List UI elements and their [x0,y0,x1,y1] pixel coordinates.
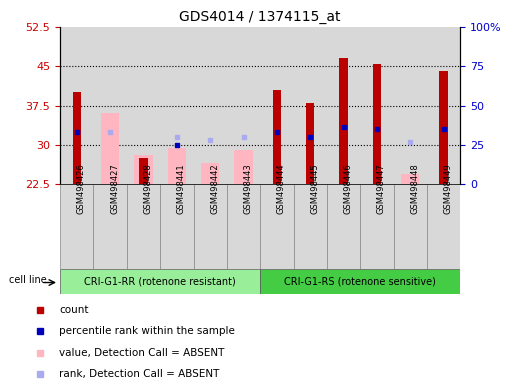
Text: GSM498447: GSM498447 [377,163,386,214]
Bar [227,184,260,269]
Bar [201,163,219,184]
Text: percentile rank within the sample: percentile rank within the sample [59,326,235,336]
Bar [394,27,427,184]
Bar [360,27,393,184]
Bar [60,27,94,184]
Text: GSM498426: GSM498426 [77,163,86,214]
Bar [234,150,253,184]
Text: CRI-G1-RS (rotenone sensitive): CRI-G1-RS (rotenone sensitive) [285,276,436,286]
Bar [73,93,81,184]
Bar [306,103,314,184]
Text: GSM498449: GSM498449 [444,163,452,214]
Text: GSM498442: GSM498442 [210,163,219,214]
Bar [327,184,360,269]
Bar [101,114,119,184]
Text: GSM498427: GSM498427 [110,163,119,214]
Bar [427,27,460,184]
Bar [272,90,281,184]
Text: value, Detection Call = ABSENT: value, Detection Call = ABSENT [59,348,224,358]
Bar [293,184,327,269]
Bar [373,64,381,184]
Bar [227,27,260,184]
Text: cell line: cell line [9,275,47,285]
Text: GSM498428: GSM498428 [143,163,153,214]
Bar [427,184,460,269]
Text: GSM498444: GSM498444 [277,163,286,214]
Bar [260,27,293,184]
Bar [60,184,94,269]
Bar [168,147,186,184]
Bar [139,158,147,184]
Bar [260,184,293,269]
Bar [194,184,227,269]
Bar [94,184,127,269]
Bar [394,184,427,269]
Bar [94,27,127,184]
Bar [127,184,160,269]
Bar [260,269,460,294]
Bar [194,27,227,184]
Text: count: count [59,305,88,315]
Bar [327,27,360,184]
Text: GSM498443: GSM498443 [244,163,253,214]
Text: GSM498448: GSM498448 [410,163,419,214]
Bar [134,156,153,184]
Text: rank, Detection Call = ABSENT: rank, Detection Call = ABSENT [59,369,220,379]
Bar [127,27,160,184]
Title: GDS4014 / 1374115_at: GDS4014 / 1374115_at [179,10,341,25]
Bar [439,71,448,184]
Text: CRI-G1-RR (rotenone resistant): CRI-G1-RR (rotenone resistant) [84,276,236,286]
Text: GSM498445: GSM498445 [310,163,319,214]
Bar [293,27,327,184]
Bar [160,184,194,269]
Bar [160,27,194,184]
Bar [339,58,348,184]
Bar [60,269,260,294]
Text: GSM498446: GSM498446 [344,163,353,214]
Bar [401,174,419,184]
Bar [360,184,393,269]
Text: GSM498441: GSM498441 [177,163,186,214]
